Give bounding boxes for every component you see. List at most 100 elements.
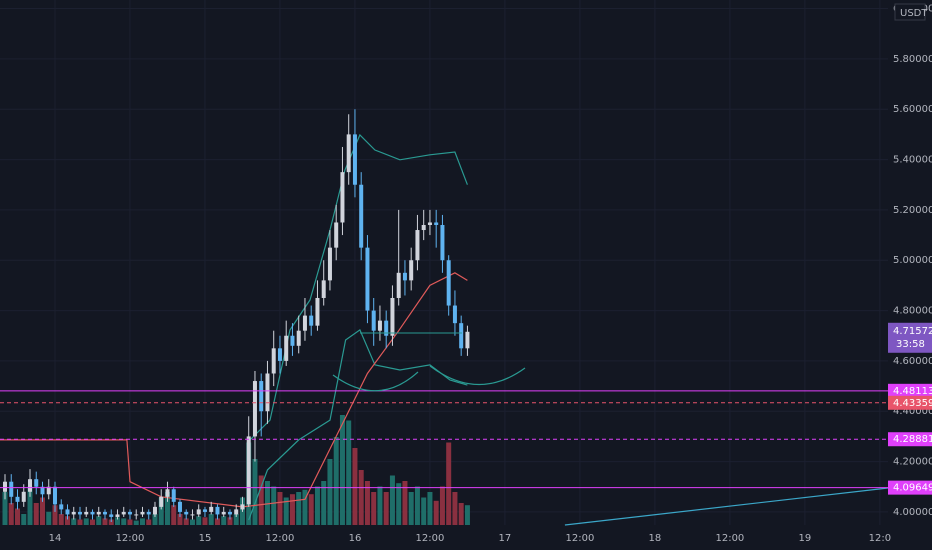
volume-bar: [458, 503, 464, 525]
volume-bar: [464, 505, 470, 525]
y-tick-label: 4.40000: [893, 406, 932, 417]
volume-bar: [27, 486, 33, 525]
candle-body: [459, 323, 464, 349]
candle-body: [121, 511, 126, 515]
volume-bar: [296, 492, 302, 525]
volume-bar: [396, 483, 402, 525]
candle-body: [359, 184, 364, 248]
volume-bar: [389, 475, 395, 525]
candle-body: [421, 225, 426, 231]
volume-bar: [271, 486, 277, 525]
y-tick-label: 5.80000: [893, 54, 932, 65]
volume-bar: [52, 505, 58, 525]
volume-bar: [14, 508, 20, 525]
level-label: 4.43359: [893, 398, 932, 409]
candle-body: [221, 511, 226, 515]
candle-body: [377, 320, 382, 331]
volume-bar: [252, 459, 258, 525]
volume-bar: [8, 503, 14, 525]
level-badge: [888, 480, 932, 495]
volume-bar: [383, 492, 389, 525]
candle-body: [327, 247, 332, 281]
candle-body: [134, 514, 139, 516]
candle-body: [209, 506, 214, 512]
candle-body: [346, 134, 351, 173]
volume-bar: [402, 481, 408, 525]
candle-body: [240, 504, 245, 510]
candle-body: [265, 373, 270, 412]
candle-body: [446, 260, 451, 306]
volume-bar: [114, 517, 120, 525]
volume-bar: [102, 518, 108, 525]
y-tick-label: 4.00000: [893, 507, 932, 518]
candle-body: [284, 335, 289, 361]
candle-body: [177, 501, 182, 512]
volume-bar: [339, 415, 345, 525]
candle-body: [84, 511, 89, 515]
volume-bar: [358, 470, 364, 525]
candle-body: [277, 348, 282, 361]
candle-body: [90, 511, 95, 515]
volume-bar: [39, 497, 45, 525]
x-tick-label: 17: [499, 533, 512, 544]
volume-bar: [196, 516, 202, 525]
candle-body: [340, 172, 345, 223]
countdown-label: 33:58: [896, 339, 925, 350]
volume-bar: [308, 494, 314, 525]
volume-bar: [314, 486, 320, 525]
drawing-arc: [332, 371, 419, 392]
volume-bar: [21, 514, 27, 525]
current-price-label: 4.71572: [893, 326, 932, 337]
candle-body: [102, 511, 107, 515]
candle-body: [465, 331, 470, 349]
candle-body: [109, 514, 114, 517]
candle-body: [127, 511, 132, 515]
volume-bar: [77, 519, 83, 525]
candle-body: [259, 381, 264, 412]
candle-body: [296, 330, 301, 346]
volume-bar: [133, 520, 139, 525]
candle-body: [65, 509, 70, 515]
volume-bar: [452, 492, 458, 525]
candle-body: [390, 297, 395, 336]
candle-body: [9, 481, 14, 497]
volume-bar: [433, 500, 439, 525]
volume-bar: [127, 519, 133, 525]
candle-body: [96, 511, 101, 515]
candle-body: [427, 222, 432, 225]
volume-bar: [346, 420, 352, 525]
volume-bar: [408, 492, 414, 525]
candle-body: [171, 489, 176, 502]
volume-bar: [439, 486, 445, 525]
candle-body: [34, 479, 39, 487]
volume-bar: [371, 492, 377, 525]
volume-bar: [283, 497, 289, 525]
candle-body: [434, 222, 439, 225]
volume-bar: [158, 497, 164, 525]
x-tick-label: 16: [349, 533, 362, 544]
price-axis: 4.00000 4.20000 4.40000 4.60000 4.80000 5.000…: [49, 3, 932, 544]
candle-body: [309, 315, 314, 326]
x-tick-label: 12:00: [266, 533, 295, 544]
candle-body: [271, 348, 276, 374]
candle-body: [302, 315, 307, 331]
y-tick-label: 5.40000: [893, 155, 932, 166]
volume-bar: [152, 514, 158, 525]
candle-body: [321, 280, 326, 298]
candle-body: [234, 509, 239, 515]
volume-bar: [2, 492, 8, 525]
candle-body: [152, 506, 157, 515]
volume-bar: [108, 519, 114, 525]
candle-body: [215, 506, 220, 515]
volume-bar: [321, 481, 327, 525]
candle-body: [52, 486, 57, 505]
level-badge: [888, 383, 932, 398]
volume-bar: [264, 481, 270, 525]
level-label: 4.28881: [893, 434, 932, 445]
volume-bar: [83, 518, 89, 525]
currency-label: USDT: [900, 8, 928, 19]
volume-bar: [177, 514, 183, 525]
candle-body: [334, 222, 339, 248]
volume-bar: [221, 516, 227, 525]
